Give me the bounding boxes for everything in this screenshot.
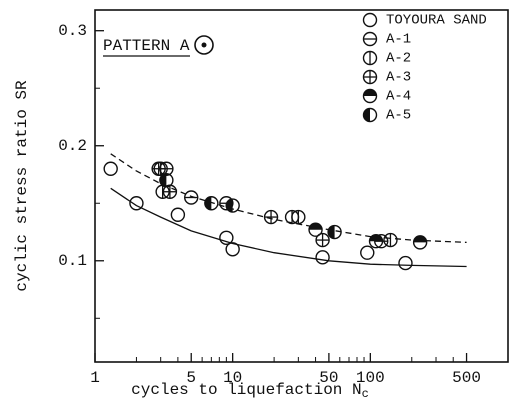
marker-circle [204, 196, 219, 211]
marker [383, 232, 398, 248]
marker [308, 222, 323, 237]
x-label-sub: c [362, 387, 369, 401]
marker [225, 198, 240, 213]
x-tick-label: 10 [223, 369, 242, 387]
marker-circle [362, 88, 378, 104]
x-axis-label: cycles to liquefaction Nc [131, 381, 369, 401]
x-tick-label: 1 [90, 369, 100, 387]
legend-label: A-4 [386, 89, 411, 105]
legend-label: A-2 [386, 51, 411, 67]
legend-label: TOYOURA SAND [386, 13, 487, 29]
y-axis-label: cyclic stress ratio SR [13, 80, 31, 292]
marker-circle [129, 196, 144, 211]
x-tick-label: 50 [319, 369, 338, 387]
x-label-main: cycles to liquefaction N [131, 381, 361, 399]
marker [412, 235, 428, 250]
marker [291, 209, 306, 225]
legend-marker [362, 88, 378, 104]
legend-marker [362, 50, 378, 66]
fit-curve [110, 187, 467, 268]
marker [315, 250, 330, 265]
marker-circle [103, 161, 118, 176]
marker [170, 207, 186, 222]
marker-circle [219, 230, 234, 245]
marker-circle [362, 107, 378, 123]
marker [398, 255, 413, 271]
annotation-symbol-dot [201, 42, 207, 48]
legend-marker [362, 107, 378, 123]
x-tick-label: 100 [356, 369, 385, 387]
marker [159, 173, 174, 188]
marker [151, 161, 166, 176]
plot-frame [94, 9, 509, 363]
marker-circle [368, 234, 384, 249]
marker [103, 161, 118, 176]
marker [204, 196, 219, 211]
y-tick-label: 0.3 [58, 22, 87, 40]
marker [129, 196, 144, 211]
legend-label: A-5 [386, 108, 411, 124]
marker-circle [315, 250, 330, 265]
marker-circle [362, 12, 378, 28]
legend-label: A-1 [386, 32, 411, 48]
marker [225, 242, 240, 257]
marker-circle [225, 242, 240, 257]
x-tick-label: 500 [452, 369, 481, 387]
marker [219, 230, 234, 245]
marker-circle [412, 235, 428, 250]
y-tick-label: 0.1 [58, 252, 87, 270]
marker [184, 190, 199, 205]
annotation-symbol [194, 35, 214, 55]
legend-marker [362, 12, 378, 28]
y-tick-label: 0.2 [58, 137, 87, 155]
annotation: PATTERN A [103, 37, 190, 55]
legend-label: A-3 [386, 70, 411, 86]
marker [368, 234, 384, 249]
marker [360, 245, 375, 260]
marker [315, 232, 330, 248]
marker-circle [159, 173, 174, 188]
marker-circle [225, 198, 240, 213]
legend-marker [362, 69, 378, 85]
marker-circle [398, 255, 413, 271]
marker-circle [360, 245, 375, 260]
marker [263, 209, 279, 225]
marker-circle [170, 207, 186, 222]
marker-circle [308, 222, 323, 237]
marker [327, 224, 342, 240]
marker-circle [327, 224, 342, 240]
x-tick-label: 5 [186, 369, 196, 387]
legend-marker [362, 31, 378, 47]
